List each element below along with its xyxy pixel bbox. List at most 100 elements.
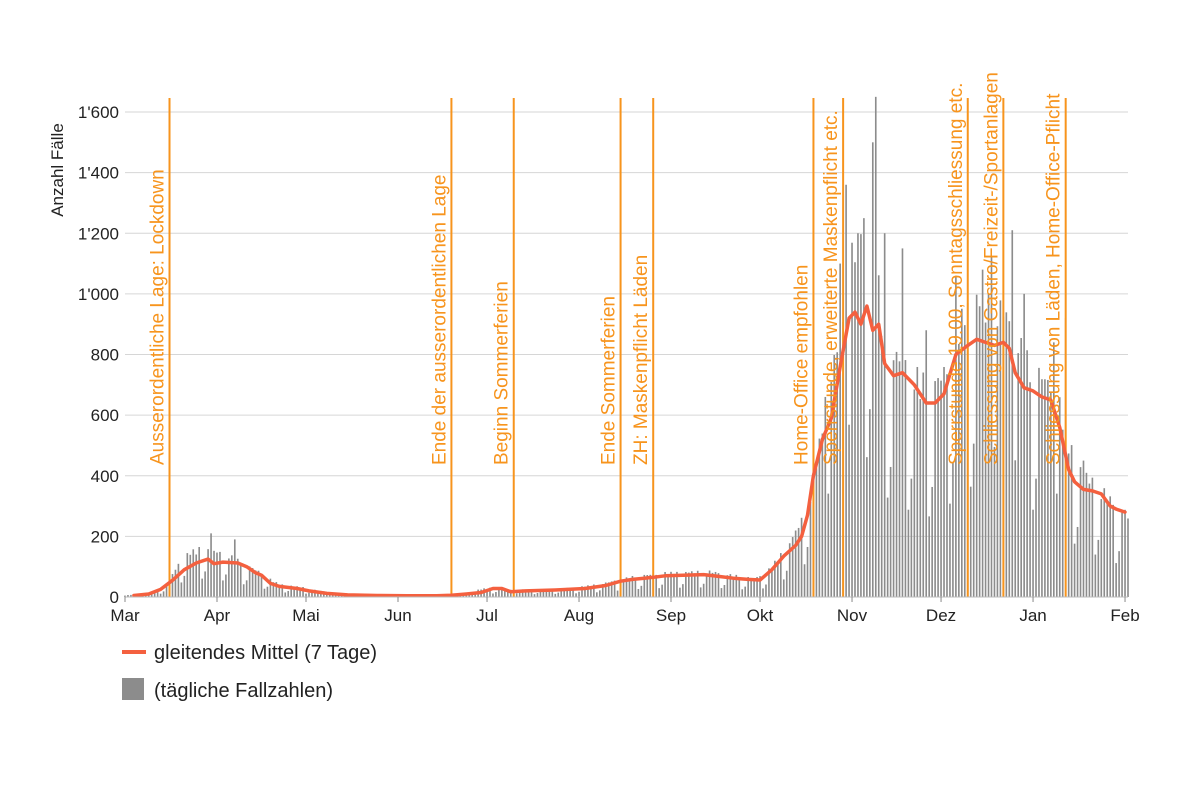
daily-case-bar — [708, 570, 711, 597]
daily-case-bar — [183, 575, 186, 597]
legend: gleitendes Mittel (7 Tage) (tägliche Fal… — [122, 642, 377, 702]
daily-case-bar — [774, 560, 776, 597]
daily-case-bar — [575, 593, 577, 597]
daily-case-bar — [622, 579, 625, 597]
daily-case-bar — [610, 581, 613, 597]
daily-case-bar — [637, 588, 640, 597]
daily-case-bar — [857, 233, 859, 597]
y-tick-label: 1'000 — [78, 285, 119, 304]
daily-case-bar — [554, 593, 557, 597]
daily-case-bar — [625, 577, 628, 597]
daily-case-bar — [732, 576, 735, 597]
daily-case-bar — [228, 558, 230, 597]
daily-case-bar — [785, 570, 788, 597]
y-tick-label: 1'400 — [78, 164, 119, 183]
daily-case-bar — [245, 580, 248, 597]
daily-case-bar — [990, 257, 993, 597]
daily-case-bar — [854, 262, 856, 597]
event-label: Sperrstunde 19.00, Sonntagsschliessung e… — [946, 83, 967, 465]
daily-case-bar — [1017, 353, 1020, 597]
daily-case-bar — [946, 374, 948, 597]
daily-case-bar — [1118, 551, 1120, 597]
daily-case-bar — [302, 587, 304, 597]
daily-case-bar — [195, 554, 198, 597]
daily-case-bar — [275, 582, 278, 597]
daily-case-bar — [901, 248, 904, 597]
daily-case-bar — [593, 584, 595, 597]
daily-case-bar — [937, 378, 939, 597]
x-tick-label: Sep — [656, 606, 686, 625]
legend-item-bars: (tägliche Fallzahlen) — [122, 678, 333, 702]
daily-case-bar — [1097, 539, 1100, 597]
daily-case-bar — [646, 574, 649, 597]
daily-case-bar — [471, 594, 474, 597]
daily-case-bar — [165, 583, 168, 597]
event-label: Ausserordentliche Lage: Lockdown — [148, 169, 169, 465]
daily-case-bar — [296, 586, 298, 597]
daily-case-bar — [800, 517, 803, 597]
daily-case-bar — [1112, 504, 1114, 597]
daily-case-bar — [281, 584, 284, 597]
daily-case-bar — [871, 142, 874, 597]
daily-case-bar — [180, 582, 183, 597]
daily-case-bar — [495, 591, 497, 597]
daily-case-bar — [667, 575, 669, 597]
daily-case-bar — [207, 549, 209, 597]
daily-case-bar — [931, 486, 933, 597]
daily-case-bar — [1026, 350, 1028, 597]
daily-case-bar — [590, 586, 592, 597]
daily-case-bar — [984, 322, 987, 597]
daily-case-bar — [501, 588, 503, 597]
daily-case-bar — [518, 590, 521, 597]
daily-case-bar — [596, 592, 598, 597]
daily-case-bar — [682, 584, 684, 597]
daily-case-bar — [679, 587, 681, 597]
daily-case-bar — [809, 501, 812, 597]
daily-case-bar — [756, 577, 758, 597]
daily-case-bar — [910, 478, 913, 597]
daily-case-bar — [747, 576, 749, 597]
daily-case-bar — [963, 325, 966, 597]
daily-case-bar — [907, 509, 910, 597]
daily-case-bar — [827, 493, 830, 597]
y-tick-label: 400 — [91, 467, 119, 486]
daily-case-bar — [311, 589, 313, 597]
daily-case-bar — [498, 588, 500, 597]
daily-case-bar — [750, 578, 752, 597]
daily-case-bar — [640, 585, 643, 597]
daily-case-bar — [251, 568, 254, 597]
daily-case-bar — [186, 553, 189, 597]
daily-case-bar — [159, 593, 162, 597]
event-label: Beginn Sommerferien — [492, 281, 513, 465]
daily-case-bar — [153, 592, 156, 597]
event-label: Schliessung von Gastro/Freizeit-/Sportan… — [981, 72, 1002, 465]
daily-case-bar — [231, 555, 233, 597]
daily-case-bar — [952, 462, 954, 597]
event-line-layer — [168, 98, 1067, 597]
daily-case-bar — [883, 233, 886, 597]
daily-case-bar — [759, 576, 761, 597]
daily-case-bar — [791, 537, 794, 597]
daily-case-bar — [248, 566, 251, 597]
daily-case-bar — [204, 571, 206, 597]
daily-case-bar — [545, 589, 548, 597]
daily-case-bar — [515, 593, 518, 597]
daily-case-bar — [239, 563, 242, 597]
daily-case-bar — [649, 574, 652, 597]
daily-case-bar — [863, 218, 865, 597]
event-label: Home-Office empfohlen — [791, 265, 812, 465]
daily-case-bar — [607, 582, 610, 597]
daily-case-bar — [269, 578, 272, 597]
daily-case-bar — [539, 589, 542, 597]
daily-case-bar — [836, 352, 839, 597]
daily-case-bar — [699, 587, 702, 597]
daily-case-bar — [797, 527, 800, 597]
daily-case-bar — [1073, 543, 1076, 597]
daily-case-bar — [171, 574, 174, 597]
daily-case-bar — [530, 589, 533, 597]
daily-case-bar — [1055, 493, 1058, 597]
event-label-layer: Ausserordentliche Lage: Lockdown Ende der… — [148, 72, 1065, 465]
daily-case-bar — [542, 589, 545, 597]
daily-case-bar — [233, 539, 236, 597]
